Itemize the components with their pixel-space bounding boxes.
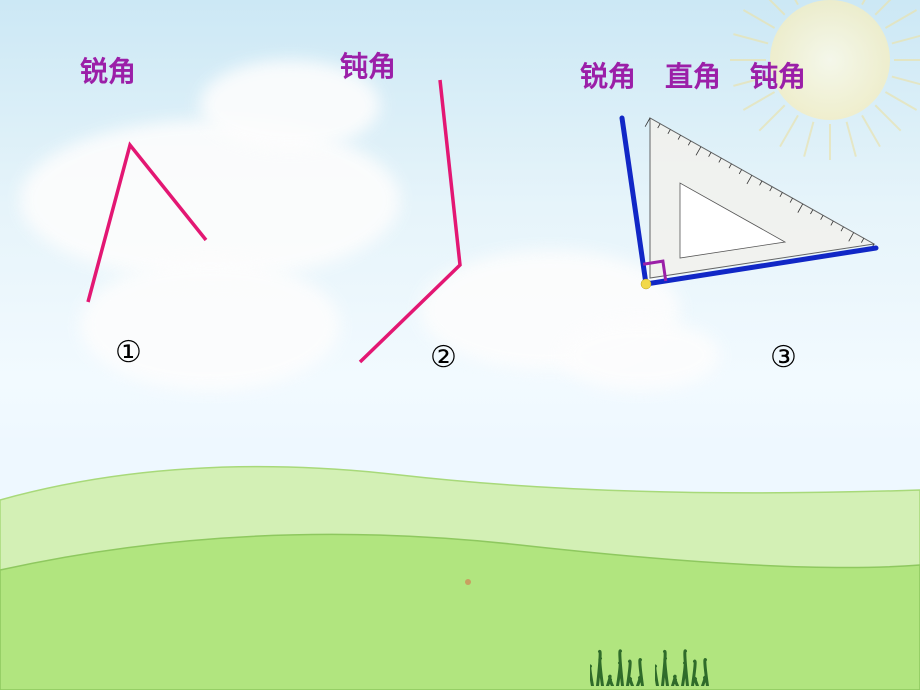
marker-2: ② — [430, 340, 457, 375]
marker-1: ① — [115, 335, 142, 370]
label-obtuse-2: 钝角 — [340, 45, 396, 85]
label-right-3: 直角 — [665, 55, 721, 95]
label-acute-1: 锐角 — [80, 50, 136, 90]
marker-3: ③ — [770, 340, 797, 375]
shrub-icon — [655, 648, 710, 686]
label-obtuse-3: 钝角 — [750, 55, 806, 95]
shrub-icon — [590, 648, 645, 686]
label-acute-3: 锐角 — [580, 55, 636, 95]
